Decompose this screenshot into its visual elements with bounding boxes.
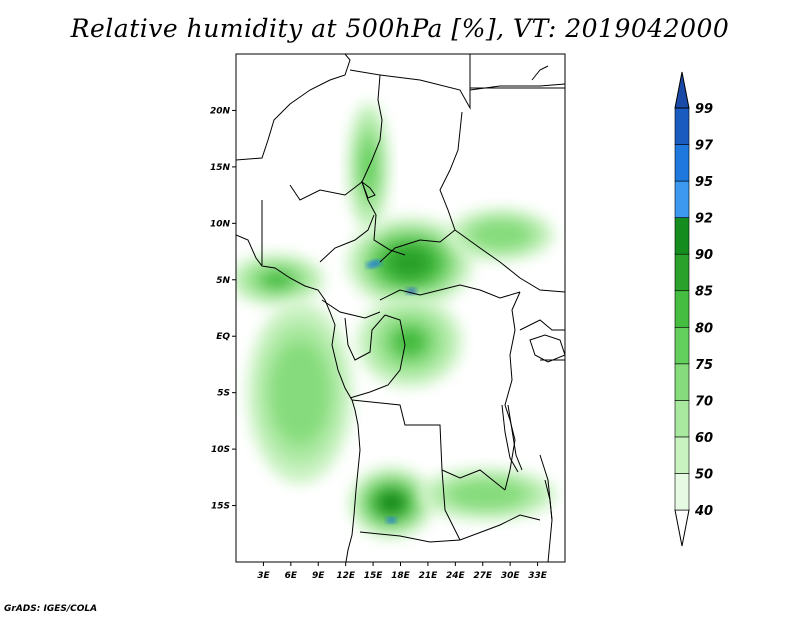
border-chad-sudan	[439, 111, 463, 231]
border-drc-angola	[351, 399, 506, 491]
x-tick-label: 9E	[312, 571, 325, 581]
chart-title: Relative humidity at 500hPa [%], VT: 201…	[70, 14, 730, 43]
colorbar-segment	[674, 144, 690, 182]
x-tick-label: 15E	[364, 571, 384, 581]
x-tick-label: 21E	[419, 571, 439, 581]
lake-chad	[360, 180, 376, 199]
humidity-peak	[371, 259, 382, 266]
y-tick-label: 15N	[210, 163, 231, 173]
colorbar-segment	[674, 400, 690, 438]
colorbar-extend-low	[674, 509, 690, 547]
x-tick-label: 6E	[285, 571, 298, 581]
moisture-region	[236, 253, 325, 306]
colorbar-label: 40	[694, 504, 713, 519]
colorbar-segment	[674, 253, 690, 292]
moisture-region	[346, 217, 473, 309]
colorbar-segment	[674, 180, 690, 218]
colorbar-label: 80	[695, 321, 713, 336]
colorbar-segment	[674, 217, 690, 255]
y-tick-label: 15S	[211, 502, 230, 512]
colorbar-segment	[674, 473, 690, 511]
border-nigeria	[261, 181, 363, 265]
border-sudan-south	[454, 229, 565, 293]
colorbar-segment	[674, 107, 690, 145]
y-tick-label: 10N	[210, 219, 231, 229]
colorbar-label: 90	[695, 248, 713, 263]
country-borders	[236, 54, 565, 562]
border-congo	[344, 314, 406, 399]
x-axis: 3E 6E 9E 12E 15E 18E 21E 24E 27E 30E 33E	[257, 562, 548, 581]
colorbar: 40 50 60 70 75 80 85 90 92 95 97 99	[674, 71, 714, 547]
colorbar-extend-high	[674, 71, 690, 109]
lake-victoria	[529, 334, 565, 363]
lake-malawi	[544, 479, 553, 521]
y-tick-label: 5N	[216, 276, 230, 286]
colorbar-segment	[674, 363, 690, 401]
colorbar-label: 95	[695, 175, 713, 190]
y-tick-label: 5S	[217, 389, 230, 399]
border-cameroon	[319, 214, 381, 319]
humidity-peak	[386, 517, 397, 524]
x-tick-label: 33E	[528, 571, 548, 581]
colorbar-segment	[674, 290, 690, 328]
colorbar-label: 75	[695, 358, 713, 373]
humidity-field	[236, 54, 565, 562]
y-tick-label: 20N	[210, 106, 231, 116]
border-sahara-2	[349, 69, 406, 256]
moisture-region	[349, 467, 434, 539]
x-tick-label: 24E	[446, 571, 466, 581]
border-zambia	[441, 469, 461, 541]
moisture-region	[247, 301, 353, 484]
moisture-region	[448, 208, 554, 261]
lake-tanganyika	[501, 404, 523, 473]
colorbar-label: 99	[695, 102, 713, 117]
border-car	[379, 229, 521, 301]
colorbar-label: 50	[695, 467, 713, 482]
colorbar-segment	[674, 326, 690, 365]
colorbar-label: 70	[695, 394, 713, 409]
coastline-west-africa	[236, 234, 361, 562]
moisture-region	[357, 296, 463, 388]
moisture-region	[419, 468, 556, 521]
y-axis: 20N 15N 10N 5N EQ 5S 10S 15S	[210, 106, 236, 512]
colorbar-segment	[674, 436, 690, 474]
x-tick-label: 12E	[336, 571, 356, 581]
y-tick-label: EQ	[216, 332, 230, 342]
x-tick-label: 30E	[501, 571, 521, 581]
mediterranean-coast	[469, 65, 565, 91]
colorbar-label: 97	[695, 139, 714, 154]
colorbar-label: 60	[695, 431, 713, 446]
software-credit: GrADS: IGES/COLA	[4, 604, 98, 614]
border-drc-east	[504, 291, 521, 491]
x-tick-label: 18E	[391, 571, 411, 581]
colorbar-label: 85	[695, 285, 713, 300]
x-tick-label: 3E	[257, 571, 270, 581]
border-sahara-1	[236, 54, 351, 161]
x-tick-label: 27E	[473, 571, 493, 581]
y-tick-label: 10S	[211, 445, 230, 455]
colorbar-label: 92	[695, 212, 713, 227]
